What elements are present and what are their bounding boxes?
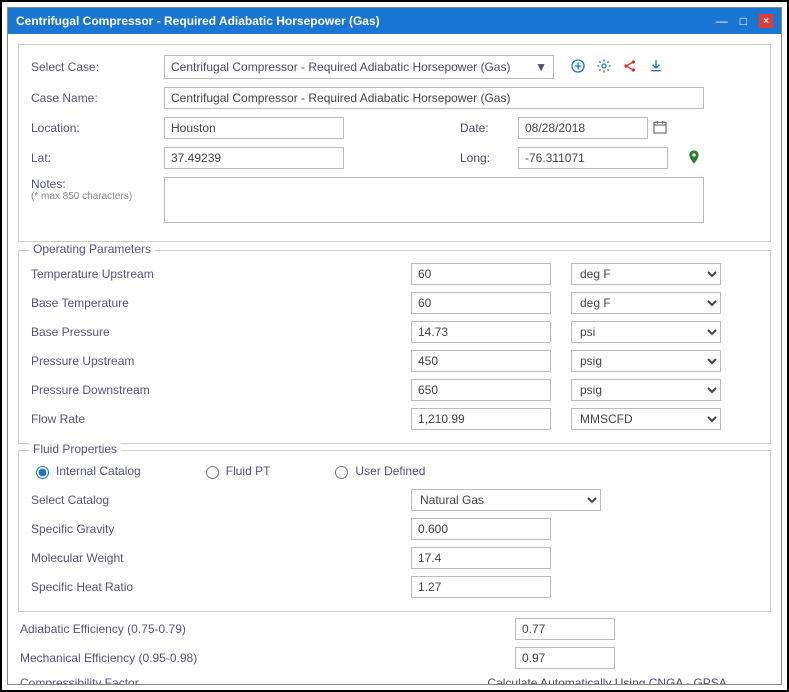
molecular-weight-label: Molecular Weight [31,551,411,565]
select-case-label: Select Case: [31,60,156,74]
op-unit-select[interactable]: deg F [571,263,721,285]
location-input[interactable] [164,117,344,139]
mech-eff-input[interactable] [515,647,615,669]
op-row: Flow Rate MMSCFD [31,408,758,430]
calendar-icon[interactable] [652,119,668,138]
op-value-input[interactable] [411,379,551,401]
op-label: Flow Rate [31,412,411,426]
specific-gravity-input [411,518,551,540]
location-label: Location: [31,121,156,135]
lat-input[interactable] [164,147,344,169]
op-label: Temperature Upstream [31,267,411,281]
op-label: Base Temperature [31,296,411,310]
notes-label: Notes: [31,177,156,191]
op-value-input[interactable] [411,321,551,343]
op-unit-select[interactable]: psi [571,321,721,343]
case-name-label: Case Name: [31,91,156,105]
radio-internal-catalog[interactable]: Internal Catalog [31,463,141,479]
op-label: Pressure Downstream [31,383,411,397]
adiabatic-eff-input[interactable] [515,618,615,640]
date-input[interactable] [518,117,648,139]
long-input[interactable] [518,147,668,169]
specific-heat-ratio-input [411,576,551,598]
specific-heat-ratio-label: Specific Heat Ratio [31,580,411,594]
op-row: Base Temperature deg F [31,292,758,314]
window-controls: — □ × [716,14,773,28]
op-unit-select[interactable]: psig [571,379,721,401]
form-body: Select Case: Centrifugal Compressor - Re… [8,34,781,684]
radio-user-defined[interactable]: User Defined [330,463,425,479]
molecular-weight-input [411,547,551,569]
fluid-props-group: Fluid Properties Internal Catalog Fluid … [18,450,771,612]
specific-gravity-label: Specific Gravity [31,522,411,536]
adiabatic-eff-label: Adiabatic Efficiency (0.75-0.79) [20,622,515,636]
select-catalog-dropdown[interactable]: Natural Gas [411,489,601,511]
op-row: Pressure Downstream psig [31,379,758,401]
operating-params-legend: Operating Parameters [29,242,155,256]
lat-label: Lat: [31,151,156,165]
op-row: Base Pressure psi [31,321,758,343]
maximize-button[interactable]: □ [740,14,747,28]
select-case-value: Centrifugal Compressor - Required Adiaba… [171,60,510,74]
gear-icon[interactable] [596,58,612,77]
close-button[interactable]: × [759,14,773,28]
op-label: Base Pressure [31,325,411,339]
radio-fluid-pt[interactable]: Fluid PT [201,463,271,479]
op-unit-select[interactable]: deg F [571,292,721,314]
op-value-input[interactable] [411,350,551,372]
op-value-input[interactable] [411,408,551,430]
efficiency-section: Adiabatic Efficiency (0.75-0.79) Mechani… [18,612,771,684]
radio-comp-auto[interactable]: Calculate Automatically Using CNGA - GPS… [462,676,769,684]
notes-hint: (* max 850 characters) [31,191,156,202]
op-row: Temperature Upstream deg F [31,263,758,285]
long-label: Long: [460,151,510,165]
operating-params-group: Operating Parameters Temperature Upstrea… [18,250,771,444]
op-value-input[interactable] [411,292,551,314]
op-value-input[interactable] [411,263,551,285]
share-icon[interactable] [622,58,638,77]
add-icon[interactable] [570,58,586,77]
date-label: Date: [460,121,510,135]
case-panel: Select Case: Centrifugal Compressor - Re… [18,44,771,242]
window-title: Centrifugal Compressor - Required Adiaba… [16,14,380,28]
download-icon[interactable] [648,58,664,77]
map-pin-icon[interactable] [686,149,702,168]
op-unit-select[interactable]: MMSCFD [571,408,721,430]
op-label: Pressure Upstream [31,354,411,368]
select-catalog-label: Select Catalog [31,493,411,507]
notes-input[interactable] [164,177,704,223]
op-row: Pressure Upstream psig [31,350,758,372]
app-window: Centrifugal Compressor - Required Adiaba… [7,7,782,685]
mech-eff-label: Mechanical Efficiency (0.95-0.98) [20,651,515,665]
chevron-down-icon: ▼ [535,60,547,74]
titlebar: Centrifugal Compressor - Required Adiaba… [8,8,781,34]
fluid-props-legend: Fluid Properties [29,442,121,456]
op-unit-select[interactable]: psig [571,350,721,372]
select-case-dropdown[interactable]: Centrifugal Compressor - Required Adiaba… [164,55,554,79]
comp-factor-label: Compressibility Factor [20,676,462,684]
minimize-button[interactable]: — [716,14,728,28]
case-name-input[interactable] [164,87,704,109]
